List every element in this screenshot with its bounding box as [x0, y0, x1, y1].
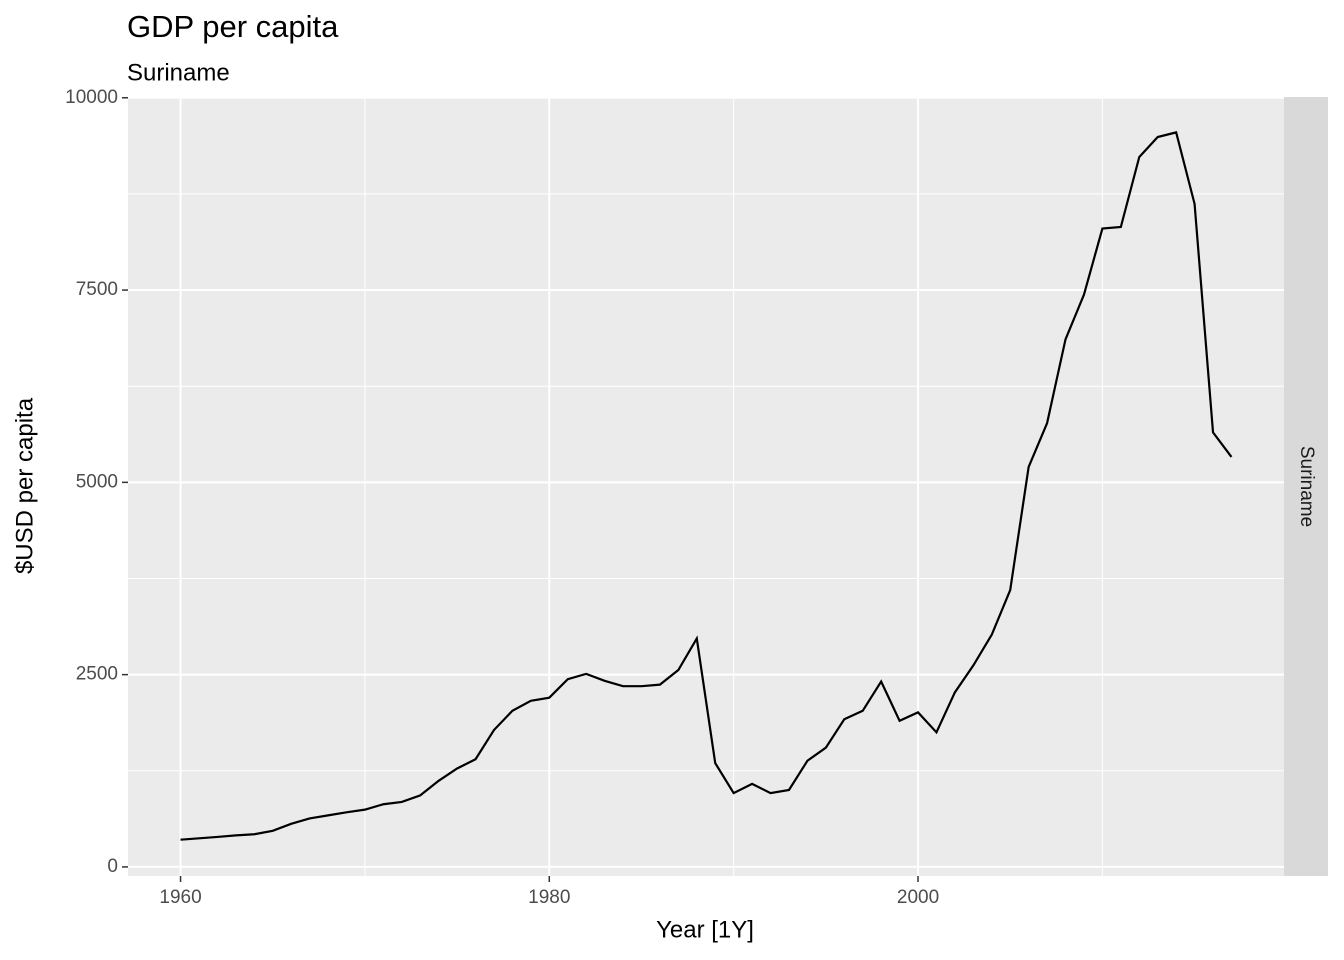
y-tick-label: 7500: [76, 279, 118, 300]
line: [180, 131, 1233, 841]
facet-label: Suriname: [1296, 446, 1317, 527]
y-axis-title: $USD per capita: [11, 397, 38, 574]
x-tick-label: 2000: [897, 887, 939, 908]
panel: [128, 97, 1284, 876]
y-tick-label: 5000: [76, 471, 118, 492]
x-tick-label: 1960: [159, 887, 201, 908]
x-axis-title: Year [1Y]: [656, 916, 754, 943]
chart-subtitle: Suriname: [127, 59, 230, 86]
x-tick-label: 1980: [528, 887, 570, 908]
y-tick-label: 2500: [76, 664, 118, 685]
y-tick-label: 10000: [65, 87, 118, 108]
facet-strip: [1284, 97, 1328, 876]
chart-title: GDP per capita: [127, 9, 339, 44]
y-tick-label: 0: [107, 856, 118, 877]
